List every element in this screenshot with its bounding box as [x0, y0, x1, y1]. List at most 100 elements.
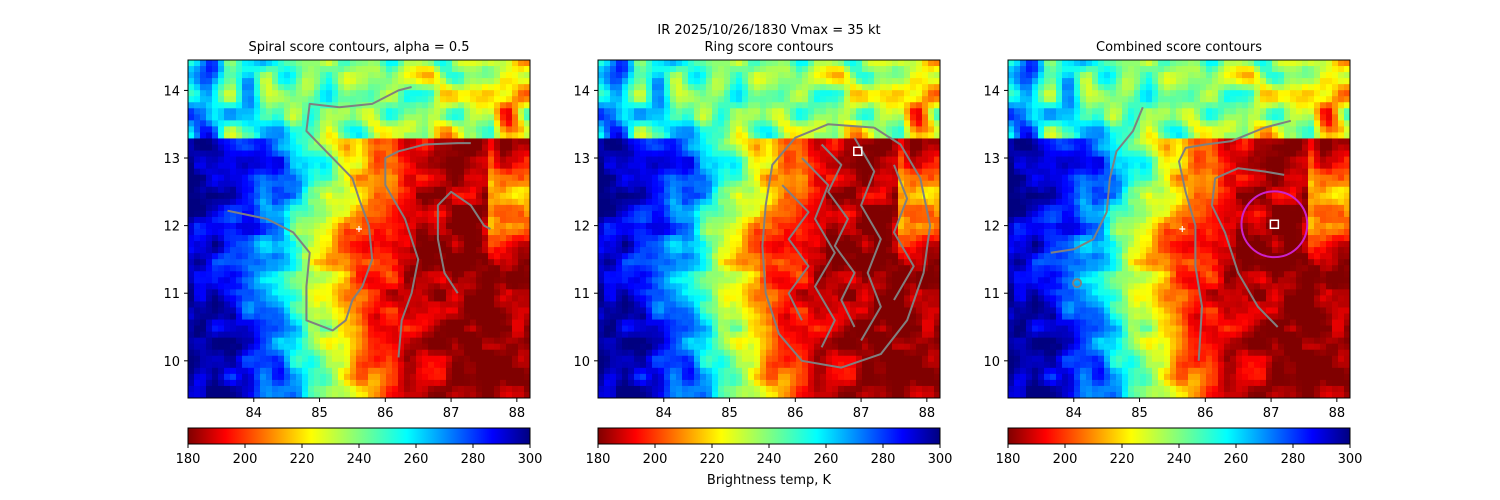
heatmap-cell	[194, 126, 201, 134]
heatmap-cell	[658, 229, 665, 236]
heatmap-cell	[278, 144, 285, 152]
heatmap-cell	[730, 210, 737, 218]
heatmap-cell	[278, 253, 285, 260]
heatmap-cell	[194, 84, 201, 91]
heatmap-cell	[398, 216, 405, 224]
heatmap-cell	[664, 253, 671, 260]
heatmap-cell	[452, 126, 459, 134]
heatmap-cell	[664, 355, 671, 363]
heatmap-cell	[284, 391, 291, 398]
heatmap-cell	[278, 271, 285, 278]
heatmap-cell	[622, 301, 629, 309]
heatmap-cell	[434, 174, 441, 182]
heatmap-cell	[488, 138, 495, 146]
heatmap-cell	[700, 162, 707, 170]
heatmap-cell	[676, 138, 683, 146]
heatmap-cell	[296, 361, 303, 369]
heatmap-cell	[302, 126, 309, 134]
heatmap-cell	[308, 391, 315, 398]
heatmap-cell	[518, 313, 525, 321]
heatmap-cell	[470, 361, 477, 369]
heatmap-cell	[712, 138, 719, 146]
heatmap-cell	[512, 126, 519, 134]
heatmap-cell	[688, 385, 695, 393]
heatmap-cell	[404, 385, 411, 393]
heatmap-cell	[344, 301, 351, 309]
heatmap-cell	[290, 313, 297, 321]
heatmap-cell	[488, 156, 495, 164]
heatmap-cell	[628, 114, 635, 121]
colorbar-tick-label: 260	[404, 452, 429, 467]
heatmap-cell	[760, 210, 767, 218]
heatmap-cell	[646, 78, 653, 85]
heatmap-cell	[206, 216, 213, 224]
heatmap-cell	[700, 204, 707, 212]
heatmap-cell	[476, 66, 483, 73]
heatmap-cell	[754, 271, 761, 278]
heatmap-cell	[362, 361, 369, 369]
heatmap-cell	[368, 108, 375, 115]
heatmap-cell	[344, 385, 351, 393]
heatmap-cell	[236, 174, 243, 182]
heatmap-cell	[772, 186, 779, 194]
heatmap-cell	[766, 102, 773, 109]
heatmap-cell	[332, 379, 339, 387]
heatmap-cell	[362, 391, 369, 398]
heatmap-cell	[314, 307, 321, 315]
heatmap-cell	[610, 204, 617, 212]
heatmap-cell	[272, 120, 279, 127]
heatmap-cell	[290, 367, 297, 375]
heatmap-cell	[470, 66, 477, 73]
heatmap-cell	[524, 78, 530, 85]
heatmap-cell	[506, 235, 513, 242]
heatmap-cell	[308, 192, 315, 200]
heatmap-cell	[652, 108, 659, 115]
heatmap-cell	[640, 138, 647, 146]
heatmap-cell	[688, 222, 695, 230]
heatmap-cell	[610, 295, 617, 303]
heatmap-cell	[392, 90, 399, 97]
heatmap-cell	[362, 144, 369, 152]
heatmap-cell	[416, 391, 423, 398]
heatmap-cell	[518, 367, 525, 375]
heatmap-cell	[344, 343, 351, 351]
heatmap-cell	[778, 259, 785, 266]
heatmap-cell	[344, 307, 351, 315]
heatmap-cell	[260, 271, 267, 278]
heatmap-cell	[452, 271, 459, 278]
heatmap-cell	[772, 210, 779, 218]
heatmap-cell	[416, 283, 423, 290]
heatmap-cell	[416, 319, 423, 327]
heatmap-cell	[290, 253, 297, 260]
heatmap-cell	[724, 253, 731, 260]
heatmap-cell	[194, 180, 201, 188]
heatmap-cell	[260, 241, 267, 248]
heatmap-cell	[500, 174, 507, 182]
heatmap-cell	[598, 90, 605, 97]
heatmap-cell	[512, 247, 519, 254]
heatmap-cell	[458, 222, 465, 230]
heatmap-cell	[682, 126, 689, 134]
heatmap-cell	[598, 162, 605, 170]
x-tick-label: 86	[377, 406, 394, 421]
heatmap-cell	[212, 283, 219, 290]
heatmap-cell	[206, 192, 213, 200]
heatmap-cell	[332, 162, 339, 170]
heatmap-cell	[302, 391, 309, 398]
heatmap-cell	[386, 343, 393, 351]
heatmap-cell	[242, 72, 249, 79]
heatmap-cell	[434, 343, 441, 351]
heatmap-cell	[598, 216, 605, 224]
heatmap-cell	[640, 204, 647, 212]
heatmap-cell	[284, 373, 291, 381]
heatmap-cell	[616, 271, 623, 278]
heatmap-cell	[784, 102, 791, 109]
heatmap-cell	[200, 331, 207, 339]
heatmap-cell	[224, 343, 231, 351]
heatmap-cell	[254, 235, 261, 242]
heatmap-cell	[470, 78, 477, 85]
heatmap-cell	[772, 60, 779, 67]
heatmap-cell	[404, 229, 411, 236]
heatmap-cell	[676, 114, 683, 121]
heatmap-cell	[754, 247, 761, 254]
